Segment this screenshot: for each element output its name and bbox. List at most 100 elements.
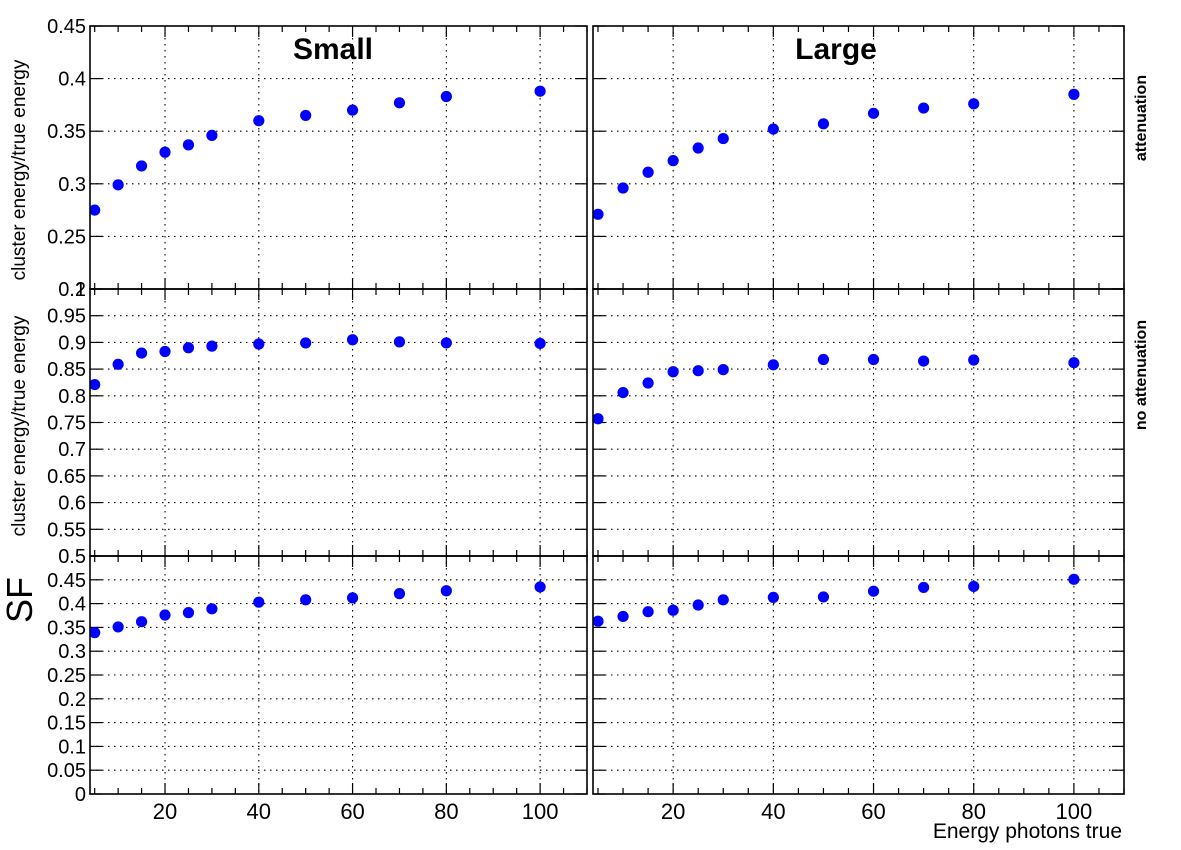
data-points bbox=[90, 334, 546, 391]
y-tick-label: 0.35 bbox=[47, 617, 86, 639]
panel-frame bbox=[592, 555, 1125, 795]
data-point bbox=[918, 581, 930, 594]
row-label-no-attenuation: no attenuation bbox=[1133, 320, 1150, 430]
y-tick-label: 0.2 bbox=[58, 279, 86, 301]
y-tick-label: 0.85 bbox=[47, 359, 86, 381]
data-point bbox=[667, 604, 679, 616]
data-point bbox=[867, 585, 880, 597]
data-point bbox=[968, 354, 980, 366]
data-point bbox=[346, 334, 359, 346]
panel-r0-c1 bbox=[592, 25, 1125, 290]
data-point bbox=[817, 118, 830, 130]
y-tick-label: 0.4 bbox=[58, 594, 86, 616]
y-tick-label: 0.2 bbox=[58, 689, 86, 711]
y-tick-label: 0.4 bbox=[58, 69, 86, 91]
data-point bbox=[692, 599, 704, 611]
data-point bbox=[968, 98, 980, 110]
data-point bbox=[534, 337, 546, 350]
y-tick-label: 0.6 bbox=[58, 493, 86, 515]
data-point bbox=[440, 585, 452, 597]
data-points bbox=[593, 88, 1080, 220]
data-point bbox=[1068, 88, 1080, 100]
data-points bbox=[90, 85, 546, 216]
panel-r1-c1 bbox=[592, 288, 1125, 557]
y-tick-label: 0.45 bbox=[47, 16, 86, 38]
y-tick-label: 1 bbox=[75, 279, 86, 301]
y-tick-label: 0 bbox=[75, 784, 86, 806]
data-point bbox=[300, 109, 312, 122]
data-point bbox=[90, 627, 101, 639]
data-points bbox=[90, 581, 546, 639]
data-point bbox=[642, 166, 654, 178]
data-point bbox=[593, 413, 604, 425]
data-point bbox=[90, 378, 101, 391]
y-tick-label: 0.05 bbox=[47, 760, 86, 782]
data-point bbox=[817, 591, 830, 603]
data-point bbox=[206, 603, 218, 615]
y-tick-label: 0.25 bbox=[47, 226, 86, 248]
data-point bbox=[642, 606, 654, 618]
data-point bbox=[918, 355, 930, 367]
data-point bbox=[393, 97, 406, 109]
x-tick-label: 20 bbox=[153, 799, 177, 824]
data-point bbox=[346, 592, 359, 604]
panels-layer: 0.20.250.30.350.40.450.50.550.60.650.70.… bbox=[47, 16, 1125, 824]
data-point bbox=[253, 596, 265, 608]
data-point bbox=[1068, 357, 1080, 369]
data-point bbox=[617, 386, 629, 399]
data-point bbox=[717, 364, 729, 376]
y-tick-label: 0.95 bbox=[47, 306, 86, 328]
panel-r0-c0: 0.2 0.25 0.3 0.35 0.4 0.45 bbox=[47, 16, 588, 301]
y-tick-label: 0.9 bbox=[58, 332, 86, 354]
data-point bbox=[112, 621, 124, 633]
data-point bbox=[767, 359, 779, 371]
y-tick-label: 0.1 bbox=[58, 736, 86, 758]
data-point bbox=[692, 365, 704, 377]
column-title-large: Large bbox=[795, 33, 877, 66]
data-point bbox=[135, 160, 148, 172]
data-point bbox=[717, 132, 729, 145]
data-point bbox=[867, 107, 880, 119]
y-axis-label-sf: SF bbox=[0, 577, 40, 623]
data-point bbox=[767, 123, 779, 135]
data-point bbox=[440, 90, 452, 103]
panel-frame bbox=[89, 555, 588, 795]
data-point bbox=[617, 610, 629, 623]
data-point bbox=[182, 342, 195, 354]
panel-r1-c0: 0.5 0.55 0.6 0.65 0.7 0.75 0.8 0.85 0.9 0.95 1 bbox=[47, 279, 588, 568]
data-point bbox=[159, 146, 171, 158]
y-tick-label: 0.55 bbox=[47, 519, 86, 541]
data-point bbox=[534, 581, 546, 593]
data-point bbox=[182, 139, 195, 151]
data-point bbox=[593, 615, 604, 627]
data-point bbox=[206, 340, 218, 352]
y-tick-label: 0.7 bbox=[58, 439, 86, 461]
y-tick-label: 0.8 bbox=[58, 386, 86, 408]
data-point bbox=[182, 607, 195, 619]
data-point bbox=[253, 338, 265, 350]
data-point bbox=[918, 102, 930, 114]
data-point bbox=[642, 377, 654, 389]
data-point bbox=[253, 115, 265, 127]
data-point bbox=[393, 588, 406, 600]
data-point bbox=[1068, 573, 1080, 585]
y-tick-label: 0.25 bbox=[47, 665, 86, 687]
y-tick-label: 0.65 bbox=[47, 466, 86, 488]
row-label-attenuation: attenuation bbox=[1133, 75, 1150, 161]
data-point bbox=[300, 337, 312, 349]
labels-layer: Small Large attenuation no attenuation E… bbox=[0, 33, 1150, 843]
x-tick-label: 60 bbox=[861, 799, 885, 824]
y-axis-label-repeat: cluster energy/true energy bbox=[9, 315, 30, 536]
x-tick-label: 20 bbox=[661, 799, 685, 824]
data-point bbox=[300, 594, 312, 606]
x-tick-label: 100 bbox=[522, 799, 559, 824]
y-tick-label: 0.15 bbox=[47, 713, 86, 735]
data-point bbox=[817, 353, 830, 366]
x-axis-label: Energy photons true bbox=[933, 820, 1122, 843]
data-point bbox=[593, 208, 604, 220]
x-tick-label: 100 bbox=[1056, 799, 1093, 824]
y-tick-label: 0.75 bbox=[47, 413, 86, 435]
data-point bbox=[90, 204, 101, 216]
y-tick-label: 0.3 bbox=[58, 641, 86, 663]
